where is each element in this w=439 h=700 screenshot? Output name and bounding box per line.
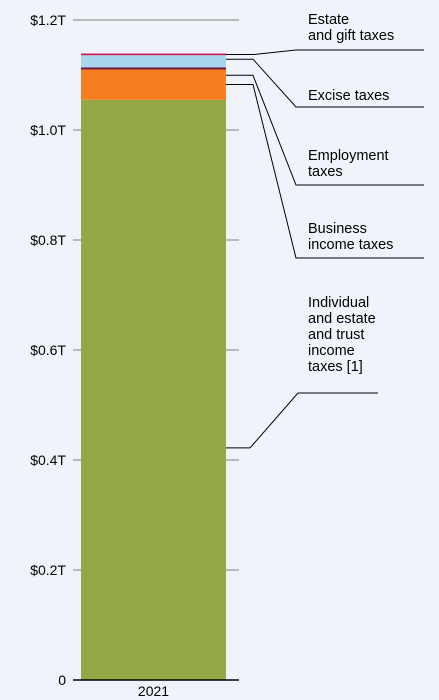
legend-label: Employment	[308, 148, 389, 164]
legend-label: income	[308, 343, 355, 359]
legend-label: income taxes	[308, 237, 393, 253]
legend-leader-line	[249, 392, 378, 449]
legend-label: Individual	[308, 295, 369, 311]
bar-segment	[81, 99, 226, 680]
y-tick-label: $0.6T	[30, 342, 66, 358]
y-tick-label: $1.2T	[30, 12, 66, 28]
legend-label: Estate	[308, 12, 349, 28]
legend-label: and gift taxes	[308, 28, 394, 44]
legend-leader-line	[226, 49, 424, 56]
y-tick-label: $0.2T	[30, 562, 66, 578]
legend-leader-line	[226, 84, 424, 259]
legend-label: taxes [1]	[308, 359, 363, 375]
legend-leader-line	[226, 58, 424, 108]
y-tick-label: 0	[58, 672, 66, 688]
legend-label: and estate	[308, 311, 376, 327]
x-tick-label: 2021	[138, 683, 169, 699]
legend-label: Business	[308, 221, 367, 237]
bar-segment	[81, 67, 226, 70]
y-tick-label: $1.0T	[30, 122, 66, 138]
y-tick-label: $0.8T	[30, 232, 66, 248]
bar-segment	[81, 53, 226, 56]
legend-label: and trust	[308, 327, 364, 343]
bar-stack	[81, 53, 226, 680]
x-axis: 2021	[73, 679, 239, 699]
legend-label: Excise taxes	[308, 88, 389, 104]
legend-leader-line	[226, 74, 424, 186]
y-tick-label: $0.4T	[30, 452, 66, 468]
y-axis: 0 $0.2T $0.4T $0.6T $0.8T $1.0T $1.2T	[30, 12, 66, 688]
bar-segment	[81, 69, 226, 100]
bar-segment	[81, 55, 226, 68]
legend-label: taxes	[308, 164, 343, 180]
